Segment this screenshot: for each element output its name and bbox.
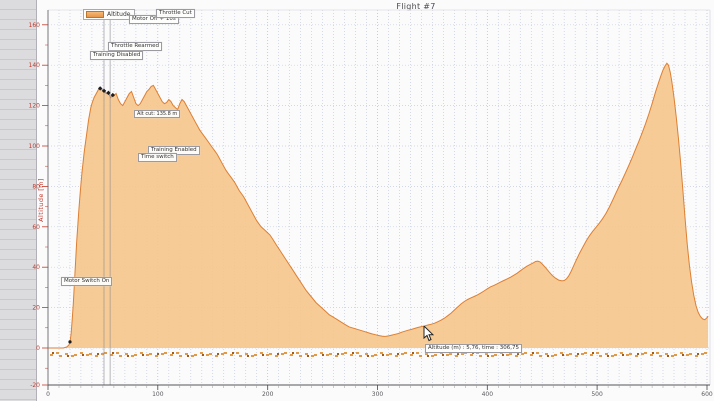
flight-chart-panel: Flight #7 Altitude [m] 0 100 200 300 400 500 6…: [29, 0, 714, 401]
svg-text:160: 160: [29, 22, 41, 29]
svg-text:120: 120: [29, 103, 41, 110]
legend-label: Altitude: [107, 11, 131, 18]
mouse-cursor-icon: [423, 326, 434, 342]
annotation-training-disabled: Training Disabled: [90, 51, 144, 60]
svg-text:500: 500: [591, 391, 603, 398]
value-tooltip: Altitude (m) : 5,76, time : 306,75: [425, 344, 523, 353]
svg-text:200: 200: [262, 391, 274, 398]
annotation-alt-cut: Alt cut: 135.8 m: [134, 110, 181, 118]
svg-text:400: 400: [482, 391, 494, 398]
legend-swatch-icon: [86, 11, 104, 18]
annotation-throttle-cut: Throttle Cut: [156, 9, 195, 18]
svg-text:600: 600: [701, 391, 713, 398]
svg-text:80: 80: [32, 183, 40, 190]
annotation-time-switch: Time switch: [138, 153, 177, 162]
legend-altitude[interactable]: Altitude: [83, 9, 136, 20]
svg-text:140: 140: [29, 62, 41, 69]
svg-text:-20: -20: [30, 382, 40, 389]
svg-text:300: 300: [372, 391, 384, 398]
svg-text:100: 100: [152, 391, 164, 398]
svg-text:100: 100: [29, 143, 41, 150]
svg-text:20: 20: [32, 305, 40, 312]
chart-title: Flight #7: [396, 2, 436, 11]
svg-text:40: 40: [32, 264, 40, 271]
svg-text:0: 0: [36, 345, 40, 352]
background-window-panel: [0, 0, 37, 401]
annotation-throttle-rearmed: Throttle Rearmed: [108, 42, 163, 51]
svg-text:0: 0: [46, 391, 50, 398]
annotation-motor-off: Motor Off + 10s: [129, 15, 179, 24]
annotation-motor-switch-on: Motor Switch On: [61, 277, 113, 286]
svg-text:60: 60: [32, 224, 40, 231]
